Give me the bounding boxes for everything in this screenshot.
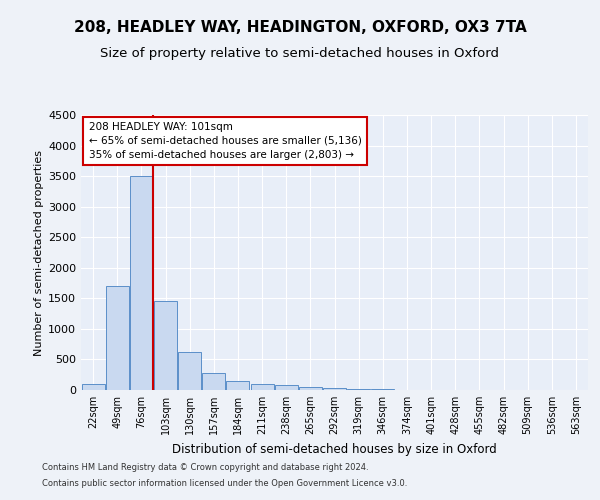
Text: Contains HM Land Registry data © Crown copyright and database right 2024.: Contains HM Land Registry data © Crown c… <box>42 464 368 472</box>
Bar <box>323 388 346 390</box>
Bar <box>178 352 201 390</box>
Bar <box>154 302 177 390</box>
Bar <box>347 389 370 390</box>
Bar <box>130 176 153 390</box>
Text: 208 HEADLEY WAY: 101sqm
← 65% of semi-detached houses are smaller (5,136)
35% of: 208 HEADLEY WAY: 101sqm ← 65% of semi-de… <box>89 122 361 160</box>
Text: Contains public sector information licensed under the Open Government Licence v3: Contains public sector information licen… <box>42 478 407 488</box>
Bar <box>202 373 225 390</box>
Bar <box>106 286 128 390</box>
Bar <box>82 384 104 390</box>
Bar <box>226 381 250 390</box>
Y-axis label: Number of semi-detached properties: Number of semi-detached properties <box>34 150 44 356</box>
Bar <box>299 386 322 390</box>
X-axis label: Distribution of semi-detached houses by size in Oxford: Distribution of semi-detached houses by … <box>172 442 497 456</box>
Bar <box>275 386 298 390</box>
Text: Size of property relative to semi-detached houses in Oxford: Size of property relative to semi-detach… <box>101 48 499 60</box>
Text: 208, HEADLEY WAY, HEADINGTON, OXFORD, OX3 7TA: 208, HEADLEY WAY, HEADINGTON, OXFORD, OX… <box>74 20 526 35</box>
Bar <box>251 384 274 390</box>
